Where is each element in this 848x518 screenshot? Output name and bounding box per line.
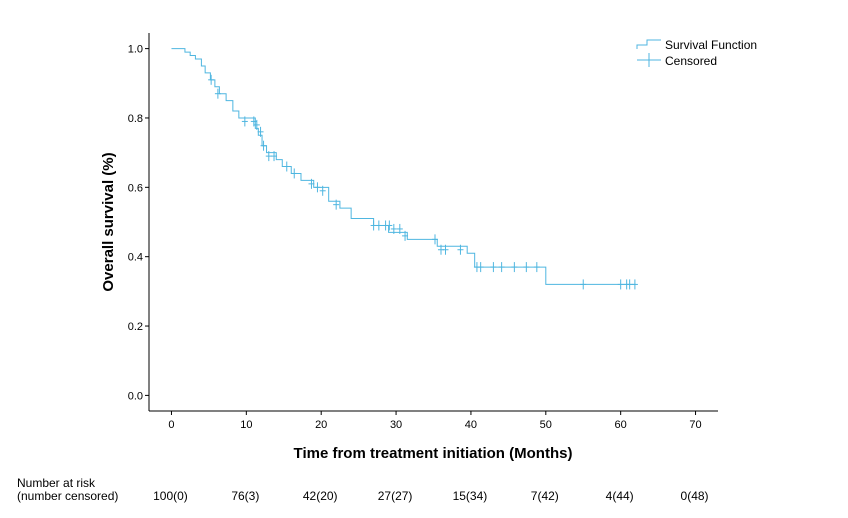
censored-mark (511, 262, 518, 273)
censored-mark (265, 151, 272, 162)
censored-mark (214, 88, 221, 99)
x-tick-label: 10 (240, 419, 252, 431)
censored-mark (617, 279, 624, 290)
risk-table-label-line2: (number censored) (17, 489, 118, 503)
x-tick-label: 0 (168, 419, 174, 431)
x-axis-title: Time from treatment initiation (Months) (294, 445, 573, 462)
censored-mark (308, 178, 315, 189)
survival-function-line (171, 48, 636, 285)
y-tick-label: 1.0 (128, 44, 143, 56)
censored-mark (208, 74, 215, 85)
y-axis-title: Overall survival (%) (100, 152, 117, 291)
risk-value: 42(20) (303, 489, 338, 503)
censored-mark (457, 244, 464, 255)
censored-mark (396, 223, 403, 234)
legend-censored-swatch (637, 53, 661, 67)
legend-label-censored: Censored (665, 54, 717, 68)
censored-mark (631, 279, 638, 290)
censored-mark (257, 126, 264, 137)
y-tick-label: 0.2 (128, 321, 143, 333)
legend: Survival Function Censored (636, 38, 757, 68)
y-tick-label: 0.4 (128, 252, 143, 264)
risk-table: Number at risk (number censored) 100(0) 7… (17, 476, 709, 503)
censored-mark (626, 279, 633, 290)
risk-value: 4(44) (606, 489, 634, 503)
censored-mark (390, 223, 397, 234)
x-tick-label: 70 (689, 419, 701, 431)
x-tick-label: 60 (615, 419, 627, 431)
y-ticks: 0.0 0.2 0.4 0.6 0.8 1.0 (128, 44, 149, 402)
plot-area (171, 48, 638, 290)
censored-mark (523, 262, 530, 273)
risk-values: 100(0) 76(3) 42(20) 27(27) 15(34) 7(42) 4(44) 0… (153, 489, 708, 503)
x-tick-label: 40 (465, 419, 477, 431)
legend-label-survival: Survival Function (665, 38, 757, 52)
censored-mark (314, 182, 321, 193)
censored-mark (533, 262, 540, 273)
x-tick-label: 50 (540, 419, 552, 431)
risk-value: 76(3) (231, 489, 259, 503)
legend-survival-swatch (636, 39, 661, 49)
censored-mark (477, 262, 484, 273)
censored-mark (260, 140, 267, 151)
censored-mark (490, 262, 497, 273)
y-tick-label: 0.0 (128, 390, 143, 402)
risk-value: 100(0) (153, 489, 188, 503)
risk-value: 15(34) (453, 489, 488, 503)
risk-value: 0(48) (681, 489, 709, 503)
censored-mark (580, 279, 587, 290)
censored-mark (431, 234, 438, 245)
x-ticks: 0 10 20 30 40 50 60 70 (168, 411, 702, 431)
risk-value: 7(42) (531, 489, 559, 503)
censored-mark (498, 262, 505, 273)
censored-mark (291, 168, 298, 179)
censored-mark (370, 220, 377, 231)
risk-table-label-line1: Number at risk (17, 476, 96, 490)
axes (148, 33, 718, 412)
censored-mark (442, 244, 449, 255)
censored-mark (283, 161, 290, 172)
censored-mark (375, 220, 382, 231)
censored-mark (402, 230, 409, 241)
x-tick-label: 30 (390, 419, 402, 431)
x-tick-label: 20 (315, 419, 327, 431)
censored-mark (253, 119, 260, 130)
y-tick-label: 0.6 (128, 182, 143, 194)
y-tick-label: 0.8 (128, 113, 143, 125)
censored-mark (319, 185, 326, 196)
censored-mark (271, 151, 278, 162)
censored-mark (333, 199, 340, 210)
censored-mark (386, 220, 393, 231)
risk-value: 27(27) (378, 489, 413, 503)
censored-mark (241, 116, 248, 127)
